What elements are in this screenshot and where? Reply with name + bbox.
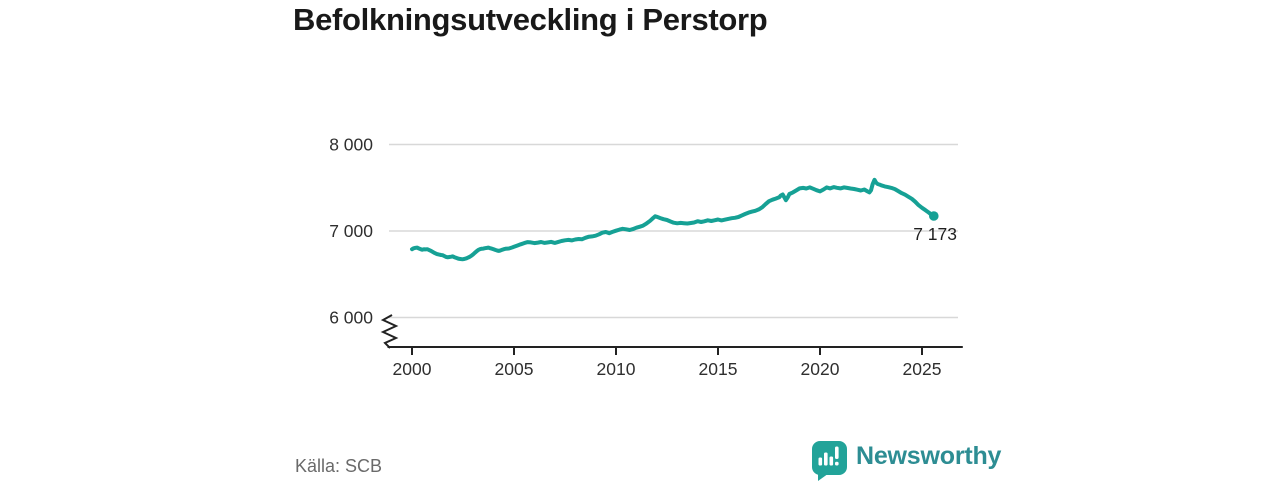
x-tick-label-2015: 2015 (699, 359, 738, 379)
series-end-value-label: 7 173 (913, 224, 957, 244)
x-tick-label-2000: 2000 (393, 359, 432, 379)
chart-title: Befolkningsutveckling i Perstorp (293, 2, 768, 37)
source-note: Källa: SCB (295, 456, 383, 476)
x-tick-label-2025: 2025 (903, 359, 942, 379)
newsworthy-wordmark: Newsworthy (856, 442, 1002, 470)
y-tick-label-6000: 6 000 (329, 308, 373, 328)
x-tick-label-2005: 2005 (495, 359, 534, 379)
series-end-dot (929, 211, 939, 221)
y-tick-label-7000: 7 000 (329, 221, 373, 241)
newsworthy-logo-icon (812, 441, 847, 481)
newsworthy-brand: Newsworthy (812, 441, 1001, 481)
y-tick-label-8000: 8 000 (329, 135, 373, 155)
y-axis-break-zigzag (380, 314, 399, 349)
population-series-line (410, 177, 936, 262)
x-tick-label-2020: 2020 (801, 359, 840, 379)
x-tick-label-2010: 2010 (597, 359, 636, 379)
